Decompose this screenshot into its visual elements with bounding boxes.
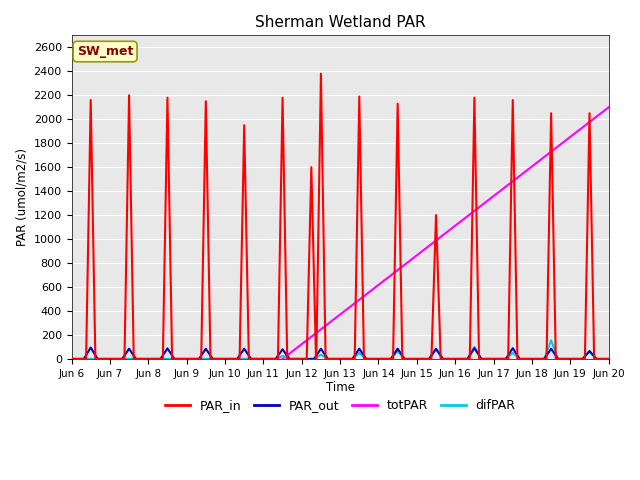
PAR_out: [255, 356, 263, 362]
Line: PAR_out: PAR_out: [72, 348, 609, 359]
difPAR: [518, 356, 526, 362]
PAR_in: [405, 356, 413, 362]
PAR_out: [87, 345, 95, 350]
PAR_in: [519, 356, 527, 362]
PAR_out: [519, 356, 527, 362]
PAR_in: [255, 356, 263, 362]
PAR_in: [120, 356, 128, 362]
difPAR: [405, 356, 413, 362]
Title: Sherman Wetland PAR: Sherman Wetland PAR: [255, 15, 426, 30]
Line: totPAR: totPAR: [282, 107, 609, 359]
PAR_out: [559, 356, 566, 362]
difPAR: [68, 356, 76, 362]
PAR_in: [415, 356, 422, 362]
difPAR: [414, 356, 422, 362]
difPAR: [120, 356, 128, 362]
PAR_in: [317, 71, 324, 77]
difPAR: [559, 356, 566, 362]
difPAR: [605, 356, 612, 362]
totPAR: [605, 104, 612, 110]
Y-axis label: PAR (umol/m2/s): PAR (umol/m2/s): [15, 148, 28, 246]
PAR_out: [121, 352, 129, 358]
Text: SW_met: SW_met: [77, 45, 133, 58]
PAR_out: [68, 356, 76, 362]
Legend: PAR_in, PAR_out, totPAR, difPAR: PAR_in, PAR_out, totPAR, difPAR: [159, 395, 521, 418]
PAR_out: [415, 356, 422, 362]
X-axis label: Time: Time: [326, 382, 355, 395]
difPAR: [255, 356, 263, 362]
PAR_out: [605, 356, 612, 362]
PAR_in: [559, 356, 566, 362]
PAR_out: [405, 356, 413, 362]
PAR_in: [68, 356, 76, 362]
PAR_in: [605, 356, 612, 362]
difPAR: [547, 337, 555, 343]
totPAR: [278, 356, 286, 362]
Line: PAR_in: PAR_in: [72, 74, 609, 359]
Line: difPAR: difPAR: [72, 340, 609, 359]
